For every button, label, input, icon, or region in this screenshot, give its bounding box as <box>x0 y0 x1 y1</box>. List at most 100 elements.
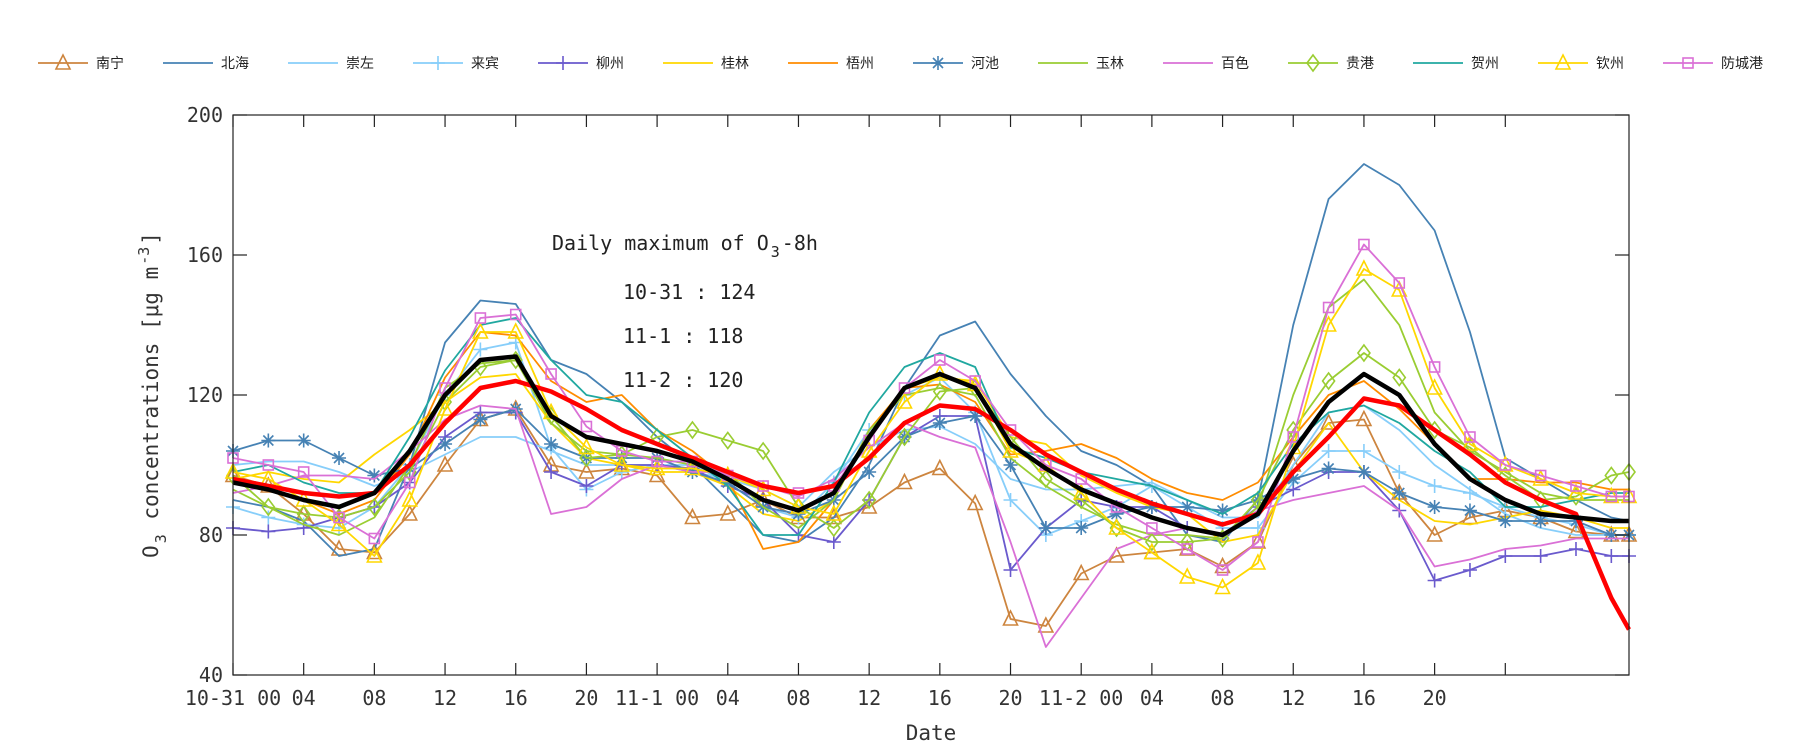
data-point-square <box>262 459 275 471</box>
data-point-square <box>368 532 381 545</box>
data-point-diamond <box>1392 368 1407 387</box>
data-point-diamond <box>826 518 841 538</box>
legend-label: 河池 <box>971 56 999 72</box>
y-axis-title-sub: 3 <box>152 534 170 543</box>
data-point-asterisk <box>544 437 559 451</box>
legend-label: 北海 <box>221 56 249 72</box>
data-point-triangle <box>401 504 419 521</box>
series-line <box>232 352 1630 543</box>
y-axis-title-mid: concentrations [μg m <box>139 267 163 533</box>
series-line <box>232 373 1629 543</box>
x-tick-label: 08 <box>1211 686 1235 710</box>
data-point-square <box>297 466 310 478</box>
series-line <box>232 243 1629 571</box>
data-point-triangle <box>719 504 737 521</box>
legend: 南宁 北海 崇左 来宾 柳州 桂林 梧州 河池 玉林 百色 贵港 贺州 钦州 防城港 <box>38 53 1763 73</box>
data-point-triangle <box>1037 616 1055 633</box>
data-point-plus <box>1568 542 1583 556</box>
legend-label: 柳州 <box>596 55 624 72</box>
data-point-plus <box>1321 444 1336 458</box>
data-point-asterisk <box>862 465 877 479</box>
y-axis-title-sup: -3 <box>135 247 153 265</box>
series-北海 <box>232 163 1630 557</box>
data-point-plus <box>1427 479 1442 493</box>
data-point-triangle <box>578 462 595 479</box>
data-point-asterisk <box>296 433 311 448</box>
data-point-square <box>1287 431 1300 443</box>
data-point-triangle <box>1249 532 1267 549</box>
legend-label: 贺州 <box>1471 56 1499 72</box>
data-point-plus <box>1356 444 1371 458</box>
data-point-square <box>580 420 593 433</box>
legend-marker-triangle-icon <box>54 53 72 70</box>
legend-item: 防城港 <box>1663 56 1763 72</box>
data-point-triangle <box>613 455 631 472</box>
data-point-asterisk <box>1074 521 1089 535</box>
data-point-diamond <box>932 382 947 401</box>
data-point-triangle <box>1002 609 1019 626</box>
data-point-asterisk <box>1215 503 1230 518</box>
data-point-triangle <box>684 507 701 525</box>
series-百色 <box>232 404 1629 648</box>
legend-label: 桂林 <box>721 56 749 72</box>
legend-item: 贵港 <box>1288 53 1374 73</box>
data-point-triangle <box>790 497 807 514</box>
data-point-triangle <box>1178 567 1196 584</box>
data-point-triangle <box>1567 483 1585 500</box>
legend-marker-diamond-icon <box>1306 53 1320 73</box>
data-point-square <box>1252 536 1264 548</box>
data-point-square <box>1358 238 1370 251</box>
x-tick-label: 12 <box>857 686 881 710</box>
x-tick-label: 16 <box>504 686 528 710</box>
data-point-square <box>934 354 946 366</box>
data-point-asterisk <box>1533 514 1548 528</box>
y-axis-title: O 3 concentrations [μg m -3] <box>135 232 170 558</box>
data-point-square <box>403 476 416 489</box>
data-point-diamond <box>261 497 276 517</box>
data-point-triangle <box>1249 553 1267 570</box>
data-point-square <box>1004 424 1017 436</box>
series-line <box>232 404 1629 648</box>
data-point-triangle <box>1532 469 1549 486</box>
data-point-asterisk <box>1144 500 1159 514</box>
data-point-triangle <box>1355 259 1373 276</box>
y-axis-title-o: O <box>139 545 163 558</box>
data-point-plus <box>1462 563 1477 577</box>
data-point-square <box>1322 301 1335 314</box>
data-point-asterisk <box>473 412 488 427</box>
legend-label: 来宾 <box>471 56 499 72</box>
data-point-triangle <box>1461 507 1479 525</box>
data-point-asterisk <box>1604 528 1619 542</box>
x-tick-label: 11-1 00 <box>615 686 699 710</box>
data-point-triangle <box>966 493 984 511</box>
legend-item: 河池 <box>913 56 999 72</box>
x-tick-label: 16 <box>1352 686 1376 710</box>
legend-marker-asterisk-icon <box>931 56 945 70</box>
data-point-diamond <box>1144 532 1159 552</box>
y-tick-label: 160 <box>187 243 223 267</box>
legend-item: 梧州 <box>788 56 874 72</box>
data-point-triangle <box>330 514 348 532</box>
data-point-triangle <box>896 472 913 490</box>
data-point-diamond <box>367 497 382 517</box>
legend-item: 崇左 <box>288 56 374 72</box>
data-point-plus <box>1604 549 1619 563</box>
data-point-plus <box>544 465 559 479</box>
x-tick-label: 04 <box>716 686 740 710</box>
data-point-triangle <box>436 399 454 416</box>
data-point-diamond <box>685 420 700 440</box>
x-tick-label: 04 <box>292 686 316 710</box>
x-tick-label: 12 <box>1281 686 1305 710</box>
data-point-triangle <box>1320 413 1337 430</box>
series-layer <box>224 163 1638 648</box>
data-point-plus <box>1462 486 1477 500</box>
data-point-diamond <box>720 431 735 450</box>
data-point-square <box>474 312 487 324</box>
series-line <box>232 354 1629 538</box>
data-point-triangle <box>1426 525 1443 542</box>
data-point-diamond <box>296 504 311 524</box>
data-point-triangle <box>1143 542 1161 560</box>
data-point-diamond <box>1604 466 1619 485</box>
data-point-triangle <box>684 458 701 476</box>
data-point-asterisk <box>932 416 947 430</box>
